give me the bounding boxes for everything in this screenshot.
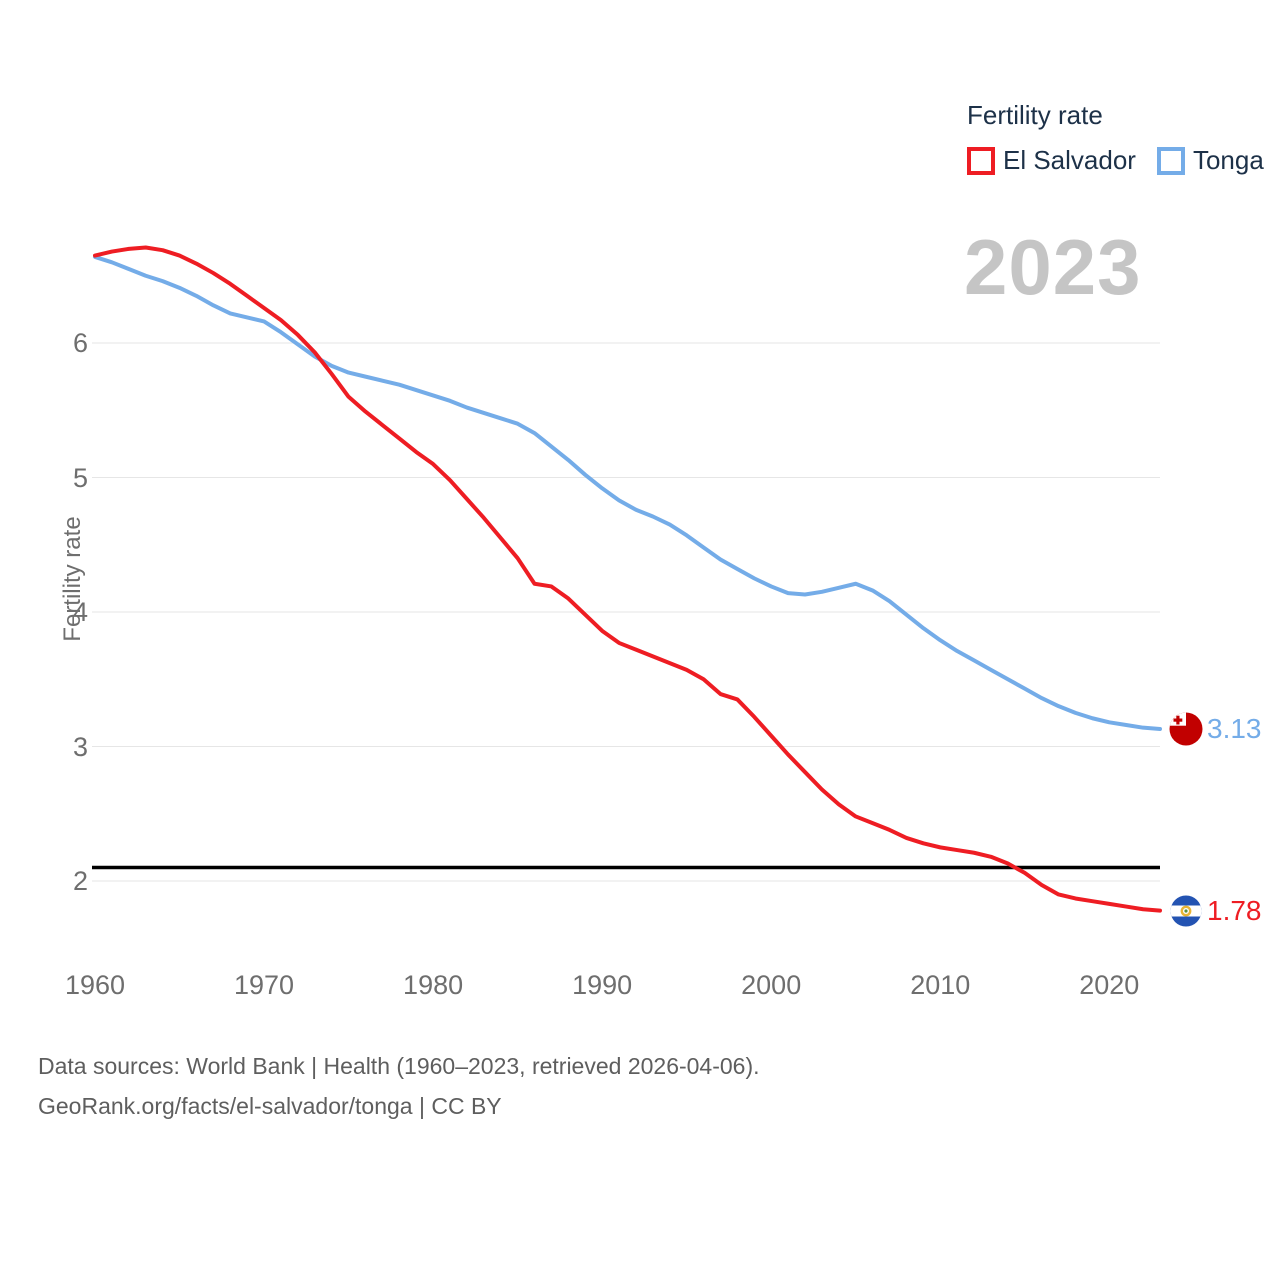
tonga-swatch-icon <box>1156 146 1185 175</box>
legend-title: Fertility rate <box>967 100 1103 130</box>
y-tick-label: 5 <box>72 462 88 493</box>
legend-label-tonga: Tonga <box>1192 145 1264 175</box>
y-tick-label: 2 <box>72 866 88 896</box>
footer: Data sources: World Bank | Health (1960–… <box>38 1046 760 1126</box>
x-tick-label: 1990 <box>572 970 633 1000</box>
legend: Fertility rate El Salvador Tonga <box>967 100 1264 176</box>
x-tick-label: 1960 <box>64 970 126 1000</box>
el-salvador-flag-icon[interactable] <box>1170 894 1203 927</box>
end-value-label-tonga: 3.13 <box>1207 713 1262 744</box>
el-salvador-swatch-icon <box>967 146 995 175</box>
line-tonga[interactable] <box>93 254 1162 732</box>
gridlines <box>92 342 1160 882</box>
y-tick-label: 4 <box>72 597 88 627</box>
line-el-salvador[interactable] <box>93 245 1162 913</box>
end-value-label-el-salvador: 1.78 <box>1207 894 1262 926</box>
x-tick-label: 2000 <box>741 970 802 1000</box>
y-tick-label: 3 <box>72 731 88 762</box>
legend-item-el-salvador[interactable]: El Salvador <box>967 145 1136 176</box>
legend-label-el-salvador: El Salvador <box>1003 145 1136 175</box>
x-tick-label: 1980 <box>403 970 464 1000</box>
legend-item-tonga[interactable]: Tonga <box>1156 145 1264 176</box>
year-badge: 2023 <box>964 223 1142 311</box>
footer-sources: Data sources: World Bank | Health (1960–… <box>38 1053 760 1079</box>
y-tick-label: 6 <box>72 328 88 358</box>
legend-row: El Salvador Tonga <box>967 145 1264 176</box>
x-tick-label: 1970 <box>234 970 295 1000</box>
x-tick-label: 2010 <box>910 970 971 1000</box>
footer-attribution: GeoRank.org/facts/el-salvador/tonga | CC… <box>38 1093 502 1119</box>
x-tick-label: 2020 <box>1079 970 1140 1000</box>
tonga-flag-icon[interactable] <box>1169 712 1203 746</box>
